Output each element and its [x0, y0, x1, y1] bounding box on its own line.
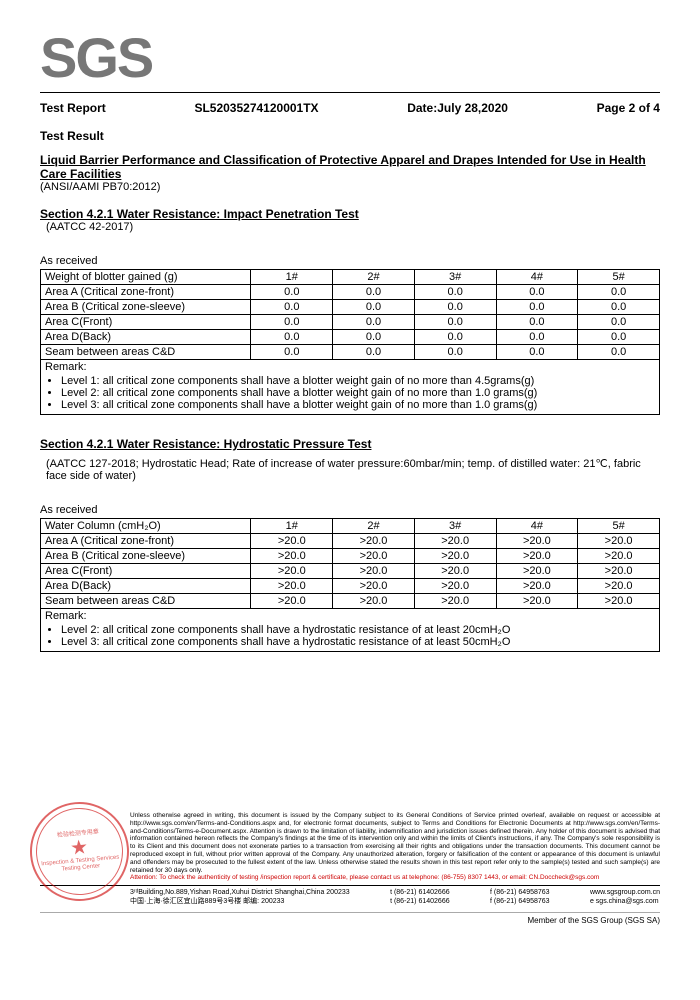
table-row: Area B (Critical zone-sleeve)0.00.00.00.… [41, 300, 660, 315]
table-row: Area D(Back)0.00.00.00.00.0 [41, 330, 660, 345]
sgs-logo: SGS [40, 26, 152, 89]
report-label: Test Report [40, 101, 106, 115]
email: e sgs.china@sgs.com [590, 898, 660, 906]
table-row: Area D(Back)>20.0>20.0>20.0>20.0>20.0 [41, 579, 660, 594]
col-header: 1# [251, 270, 333, 285]
remark-list: Level 1: all critical zone components sh… [61, 375, 655, 411]
report-number: SL52035274120001TX [194, 101, 318, 115]
fine-print: Unless otherwise agreed in writing, this… [40, 812, 660, 874]
table-header-row: Water Column (cmH₂O) 1# 2# 3# 4# 5# [41, 519, 660, 534]
col-header: 4# [496, 519, 578, 534]
col-header: 1# [251, 519, 333, 534]
remark-row: Remark: Level 1: all critical zone compo… [41, 360, 660, 415]
row-header: Water Column (cmH₂O) [41, 519, 251, 534]
page-number: Page 2 of 4 [597, 101, 660, 115]
logo-row: SGS [40, 30, 660, 86]
section1-table: Weight of blotter gained (g) 1# 2# 3# 4#… [40, 269, 660, 415]
row-header: Weight of blotter gained (g) [41, 270, 251, 285]
section1-as-received: As received [40, 255, 660, 267]
star-icon: ★ [69, 837, 89, 858]
col-header: 5# [578, 519, 660, 534]
table-header-row: Weight of blotter gained (g) 1# 2# 3# 4#… [41, 270, 660, 285]
address-cn: 中国·上海·徐汇区宜山路889号3号楼 邮编: 200233 [130, 898, 350, 906]
col-header: 4# [496, 270, 578, 285]
remark-item: Level 2: all critical zone components sh… [61, 624, 655, 636]
table-row: Area C(Front)0.00.00.00.00.0 [41, 315, 660, 330]
table-row: Area A (Critical zone-front)>20.0>20.0>2… [41, 534, 660, 549]
table-row: Area A (Critical zone-front)0.00.00.00.0… [41, 285, 660, 300]
main-title-std: (ANSI/AAMI PB70:2012) [40, 181, 660, 193]
fax: f (86-21) 64958763 [490, 898, 550, 906]
table-row: Area C(Front)>20.0>20.0>20.0>20.0>20.0 [41, 564, 660, 579]
table-row: Area B (Critical zone-sleeve)>20.0>20.0>… [41, 549, 660, 564]
section1-heading: Section 4.2.1 Water Resistance: Impact P… [40, 207, 660, 221]
remark-item: Level 2: all critical zone components sh… [61, 387, 655, 399]
fax: f (86-21) 64958763 [490, 889, 550, 897]
telephone: t (86-21) 61402666 [390, 889, 450, 897]
section1-std: (AATCC 42-2017) [46, 221, 660, 233]
remark-item: Level 3: all critical zone components sh… [61, 636, 655, 648]
address-en: 3ʳᵈBuilding,No.889,Yishan Road,Xuhui Dis… [130, 889, 350, 897]
test-result-label: Test Result [40, 129, 660, 143]
header-rule [40, 92, 660, 93]
member-line: Member of the SGS Group (SGS SA) [40, 912, 660, 926]
remark-item: Level 1: all critical zone components sh… [61, 375, 655, 387]
remark-item: Level 3: all critical zone components sh… [61, 399, 655, 411]
remark-label: Remark: [45, 361, 87, 373]
section2-as-received: As received [40, 504, 660, 516]
col-header: 2# [333, 270, 415, 285]
report-date: Date:July 28,2020 [407, 101, 508, 115]
telephone: t (86-21) 61402666 [390, 898, 450, 906]
test-report-page: SGS Test Report SL52035274120001TX Date:… [0, 0, 700, 956]
remark-row: Remark: Level 2: all critical zone compo… [41, 609, 660, 652]
remark-list: Level 2: all critical zone components sh… [61, 624, 655, 648]
section2-heading: Section 4.2.1 Water Resistance: Hydrosta… [40, 437, 660, 451]
table-row: Seam between areas C&D0.00.00.00.00.0 [41, 345, 660, 360]
attention-text: Attention: To check the authenticity of … [40, 874, 660, 882]
col-header: 3# [414, 519, 496, 534]
col-header: 3# [414, 270, 496, 285]
col-header: 2# [333, 519, 415, 534]
section2-std: (AATCC 127-2018; Hydrostatic Head; Rate … [46, 457, 660, 482]
footer-info: 3ʳᵈBuilding,No.889,Yishan Road,Xuhui Dis… [40, 885, 660, 906]
section2-table: Water Column (cmH₂O) 1# 2# 3# 4# 5# Area… [40, 518, 660, 652]
remark-label: Remark: [45, 610, 87, 622]
report-header: Test Report SL52035274120001TX Date:July… [40, 101, 660, 115]
table-row: Seam between areas C&D>20.0>20.0>20.0>20… [41, 594, 660, 609]
footer: 检验检测专用章 ★ Inspection & Testing Services … [40, 812, 660, 926]
website: www.sgsgroup.com.cn [590, 889, 660, 897]
main-title: Liquid Barrier Performance and Classific… [40, 153, 660, 181]
col-header: 5# [578, 270, 660, 285]
